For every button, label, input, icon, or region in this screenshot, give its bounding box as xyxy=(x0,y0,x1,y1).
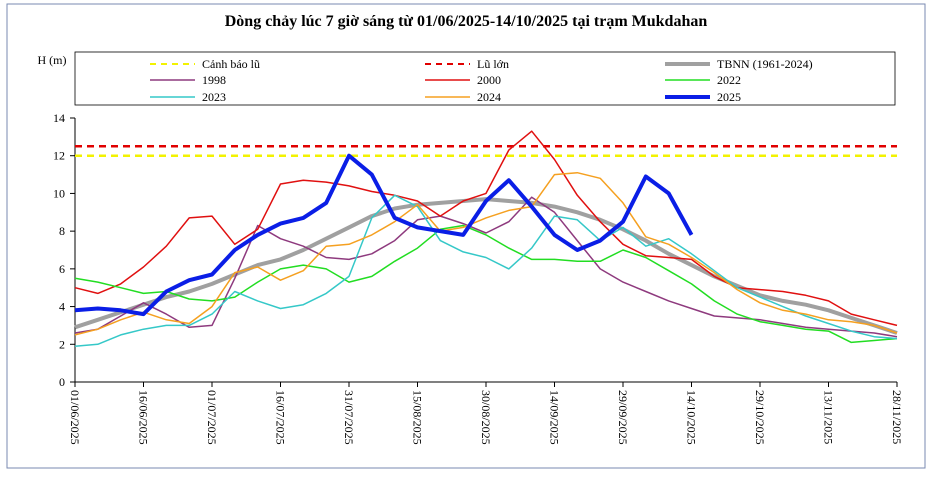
plot xyxy=(74,130,898,347)
series-line xyxy=(74,130,898,327)
x-tick-label: 16/06/2025 xyxy=(137,390,151,445)
legend-label: 1998 xyxy=(202,73,226,87)
x-tick-label: 15/08/2025 xyxy=(411,390,425,445)
grid: 0 2 4 6 8 10 12 14 01/06/2025 16/06/2025 01/07/202… xyxy=(53,111,904,445)
y-tick-label: 0 xyxy=(59,375,65,389)
legend-label: 2022 xyxy=(717,73,741,87)
series-line xyxy=(74,194,898,347)
x-tick-label: 13/11/2025 xyxy=(822,390,836,444)
legend-label: Cảnh báo lũ xyxy=(202,57,260,71)
legend-label: 2024 xyxy=(477,90,501,104)
y-tick-label: 14 xyxy=(53,111,65,125)
y-tick-label: 2 xyxy=(59,337,65,351)
x-tick-label: 29/10/2025 xyxy=(753,390,767,445)
y-axis-label: H (m) xyxy=(38,53,67,67)
series-line xyxy=(74,196,898,338)
x-tick-label: 01/06/2025 xyxy=(68,390,82,445)
series-line xyxy=(74,171,898,336)
x-tick-label: 16/07/2025 xyxy=(274,390,288,445)
x-tick-label: 14/09/2025 xyxy=(548,390,562,445)
x-tick-label: 28/11/2025 xyxy=(890,390,904,444)
x-tick-label: 14/10/2025 xyxy=(685,390,699,445)
x-tick-label: 29/09/2025 xyxy=(616,390,630,445)
x-tick-label: 30/08/2025 xyxy=(479,390,493,445)
legend: Cảnh báo lũ Lũ lớn TBNN (1961-2024) 1998 200… xyxy=(150,57,813,104)
legend-label: 2023 xyxy=(202,90,226,104)
legend-label: TBNN (1961-2024) xyxy=(717,57,813,71)
y-tick-label: 12 xyxy=(53,149,65,163)
y-tick-label: 4 xyxy=(59,300,65,314)
y-tick-label: 8 xyxy=(59,224,65,238)
x-tick-label: 31/07/2025 xyxy=(342,390,356,445)
legend-label: 2000 xyxy=(477,73,501,87)
series-line xyxy=(74,224,898,344)
x-tick-label: 01/07/2025 xyxy=(205,390,219,445)
legend-label: 2025 xyxy=(717,90,741,104)
y-tick-label: 10 xyxy=(53,186,65,200)
y-tick-label: 6 xyxy=(59,262,65,276)
legend-box xyxy=(74,51,896,106)
legend-label: Lũ lớn xyxy=(477,57,509,71)
series-line xyxy=(74,153,694,317)
chart-title: Dòng chảy lúc 7 giờ sáng từ 01/06/2025-1… xyxy=(225,13,708,30)
